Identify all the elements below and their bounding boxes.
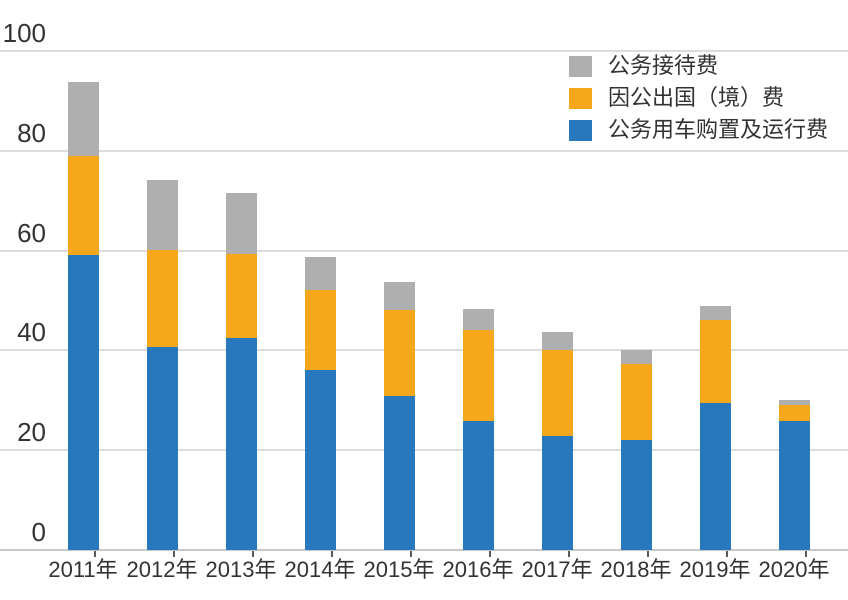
gridline-80 (0, 149, 848, 152)
x-axis-label: 2012年 (126, 557, 198, 582)
bar-segment-2016年-2 (462, 308, 494, 330)
bar-segment-2013年-0 (225, 337, 257, 550)
bar-segment-2013年-2 (225, 193, 257, 254)
x-axis-label: 2016年 (442, 557, 514, 582)
bar-segment-2016年-0 (462, 420, 494, 550)
bar-segment-2019年-1 (699, 320, 731, 403)
bar-segment-2015年-2 (383, 281, 415, 311)
bar-segment-2019年-2 (699, 305, 731, 321)
bar-segment-2011年-1 (67, 155, 99, 255)
x-axis-tick (647, 551, 649, 557)
bar-segment-2012年-0 (146, 346, 178, 550)
x-axis-label: 2017年 (521, 557, 593, 582)
bar-segment-2020年-1 (778, 404, 810, 422)
x-axis-label: 2019年 (679, 557, 751, 582)
x-axis-tick (568, 551, 570, 557)
bar-segment-2011年-0 (67, 254, 99, 550)
x-axis-label: 2020年 (758, 557, 830, 582)
legend: 公务接待费因公出国（境）费公务用车购置及运行费 (569, 50, 828, 146)
bar-segment-2014年-1 (304, 289, 336, 371)
gridline-100 (0, 50, 848, 52)
x-axis-label: 2011年 (48, 557, 118, 582)
x-axis-label: 2013年 (205, 557, 277, 582)
bar-segment-2017年-0 (541, 435, 573, 550)
bar-segment-2015年-1 (383, 310, 415, 396)
x-axis-line (0, 549, 848, 551)
legend-item-1: 因公出国（境）费 (569, 82, 828, 114)
bar-segment-2012年-1 (146, 250, 178, 347)
x-axis-tick (805, 551, 807, 557)
legend-item-0: 公务接待费 (569, 50, 828, 82)
bar-segment-2011年-2 (67, 82, 99, 156)
x-axis-tick (410, 551, 412, 557)
legend-label: 公务接待费 (608, 53, 719, 78)
legend-item-2: 公务用车购置及运行费 (569, 114, 828, 146)
bar-segment-2018年-1 (620, 363, 652, 441)
bar-segment-2014年-2 (304, 256, 336, 290)
x-axis-label: 2015年 (363, 557, 435, 582)
x-axis-label: 2018年 (600, 557, 672, 582)
bar-segment-2017年-2 (541, 332, 573, 350)
legend-swatch-icon (569, 87, 592, 109)
gridline-20 (0, 449, 848, 452)
x-axis-tick (252, 551, 254, 557)
bar-segment-2020年-0 (778, 421, 810, 550)
gridline-60 (0, 249, 848, 252)
y-axis-label: 20 (17, 417, 46, 448)
x-axis-tick (489, 551, 491, 557)
x-axis-label: 2014年 (284, 557, 356, 582)
bar-segment-2012年-2 (146, 179, 178, 251)
bar-segment-2013年-1 (225, 253, 257, 338)
y-axis-label: 0 (31, 517, 46, 547)
bar-segment-2020年-2 (778, 400, 810, 405)
bar-segment-2014年-0 (304, 370, 336, 550)
x-axis-tick (94, 551, 96, 557)
bar-segment-2016年-1 (462, 329, 494, 421)
legend-label: 因公出国（境）费 (608, 85, 785, 110)
legend-label: 公务用车购置及运行费 (608, 117, 829, 142)
bar-segment-2017年-1 (541, 349, 573, 436)
x-axis-tick (331, 551, 333, 557)
y-axis-label: 40 (17, 317, 46, 348)
x-axis-tick (726, 551, 728, 557)
legend-swatch-icon (569, 55, 592, 77)
gridline-40 (0, 349, 848, 352)
bar-segment-2018年-0 (620, 440, 652, 550)
bar-segment-2018年-2 (620, 349, 652, 364)
y-axis-label: 60 (17, 217, 46, 248)
y-axis-label: 100 (2, 18, 46, 48)
legend-swatch-icon (569, 119, 592, 141)
x-axis-tick (173, 551, 175, 557)
bar-segment-2019年-0 (699, 402, 731, 550)
bar-segment-2015年-0 (383, 395, 415, 550)
y-axis-label: 80 (17, 117, 46, 148)
